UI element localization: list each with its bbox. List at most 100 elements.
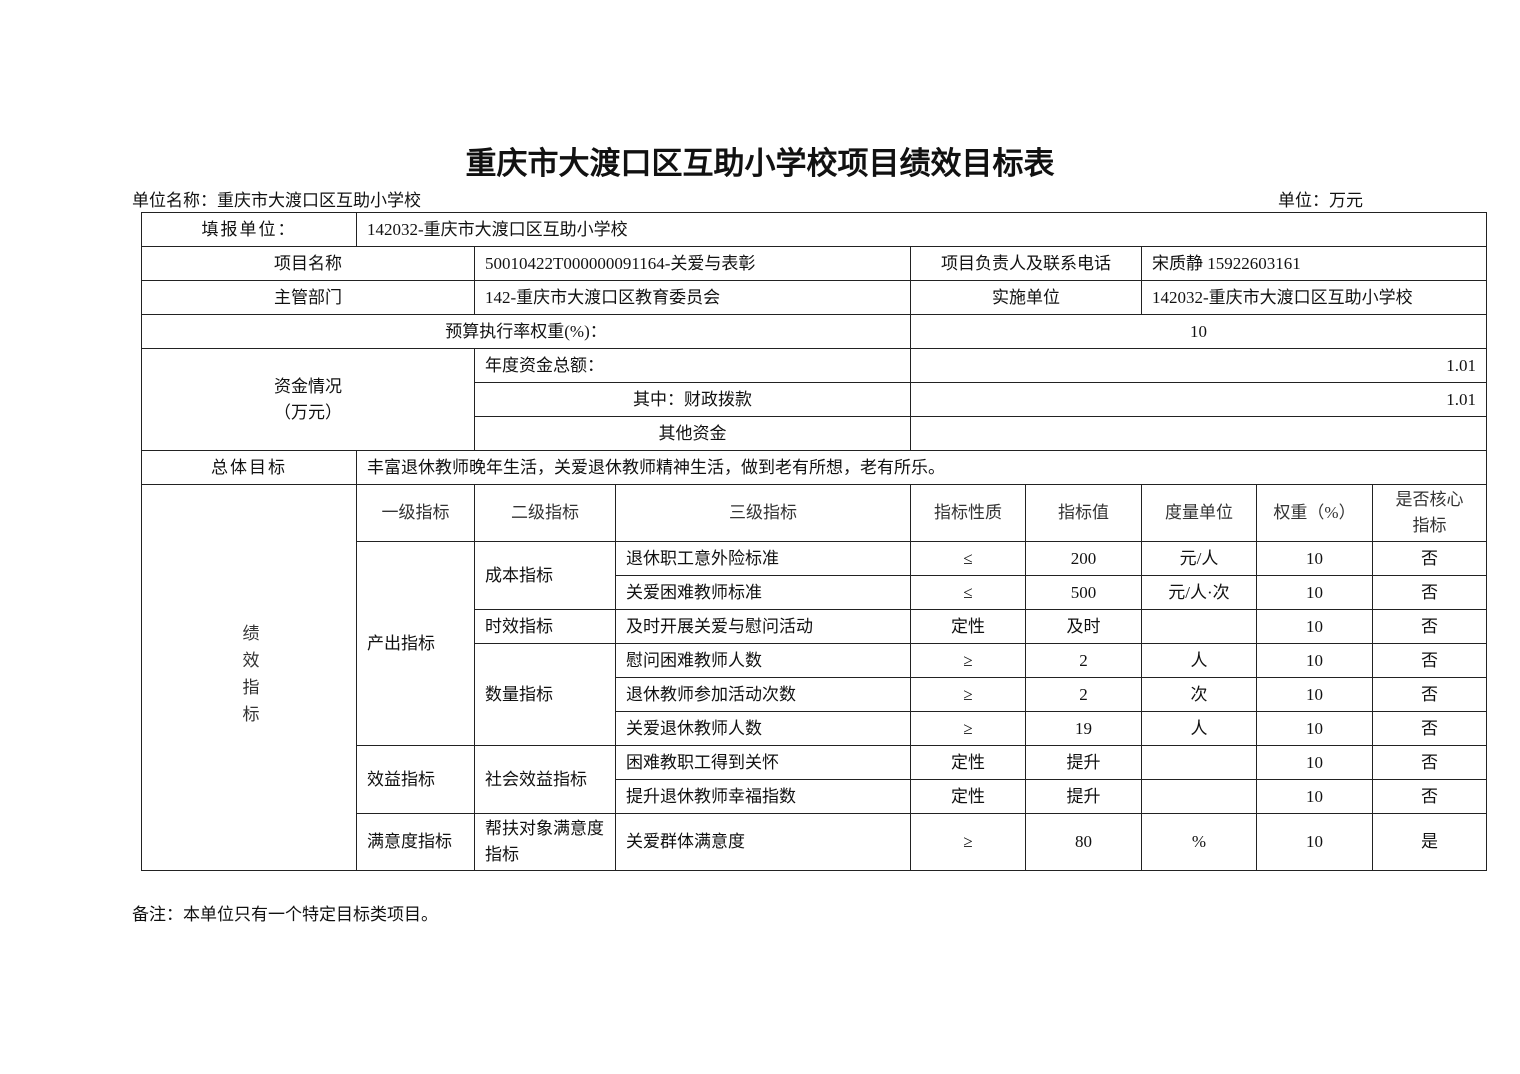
level1-cell: 效益指标	[356, 745, 475, 814]
core: 否	[1372, 677, 1487, 712]
indicator-name: 退休教师参加活动次数	[615, 677, 911, 712]
core: 否	[1372, 779, 1487, 814]
level1-cell: 产出指标	[356, 541, 475, 746]
header-cell: 度量单位	[1141, 484, 1257, 542]
nature: ≤	[910, 575, 1026, 610]
weight: 10	[1256, 643, 1373, 678]
unit-name: 单位名称：重庆市大渡口区互助小学校	[132, 191, 421, 210]
indicator-name: 关爱困难教师标准	[615, 575, 911, 610]
contact-label: 项目负责人及联系电话	[910, 246, 1142, 281]
weight: 10	[1256, 711, 1373, 746]
nature: 定性	[910, 779, 1026, 814]
level2-cell: 时效指标	[474, 609, 616, 644]
level2-cell: 社会效益指标	[474, 745, 616, 814]
value: 19	[1025, 711, 1142, 746]
impl-label: 实施单位	[910, 280, 1142, 315]
value: 200	[1025, 541, 1142, 576]
nature: ≤	[910, 541, 1026, 576]
contact: 宋质静 15922603161	[1141, 246, 1487, 281]
performance-table: 填报单位： 142032-重庆市大渡口区互助小学校 项目名称 50010422T…	[141, 212, 1487, 871]
value: 及时	[1025, 609, 1142, 644]
nature: ≥	[910, 643, 1026, 678]
value: 500	[1025, 575, 1142, 610]
indicator-name: 困难教职工得到关怀	[615, 745, 911, 780]
reporting-unit: 142032-重庆市大渡口区互助小学校	[356, 212, 1487, 247]
annual-total: 1.01	[910, 348, 1487, 383]
unit: 元/人	[1141, 541, 1257, 576]
goal-label: 总体目标	[141, 450, 357, 485]
value: 提升	[1025, 779, 1142, 814]
core: 是	[1372, 813, 1487, 871]
table-row: 退休教师参加活动次数 ≥2 次 10 否	[142, 677, 1487, 712]
other-label: 其他资金	[474, 416, 911, 451]
unit: 人	[1141, 643, 1257, 678]
table-row: 资金情况 （万元） 年度资金总额： 1.01	[141, 348, 1487, 451]
project-name: 50010422T000000091164-关爱与表彰	[474, 246, 911, 281]
core: 否	[1372, 541, 1487, 576]
table-row: 关爱困难教师标准 ≤500 元/人·次 10 否	[142, 575, 1487, 610]
reporting-unit-label: 填报单位：	[141, 212, 357, 247]
dept: 142-重庆市大渡口区教育委员会	[474, 280, 911, 315]
nature: ≥	[910, 813, 1026, 871]
core: 否	[1372, 609, 1487, 644]
level2-cell: 成本指标	[474, 541, 616, 610]
weight: 10	[1256, 609, 1373, 644]
value: 2	[1025, 677, 1142, 712]
nature: ≥	[910, 677, 1026, 712]
level2-cell: 帮扶对象满意度指标	[474, 813, 616, 871]
funds-unit: （万元）	[274, 402, 342, 422]
value: 2	[1025, 643, 1142, 678]
currency-unit: 单位：万元	[1278, 191, 1363, 210]
page-title: 重庆市大渡口区互助小学校项目绩效目标表	[465, 146, 1055, 182]
core: 否	[1372, 575, 1487, 610]
funds-label-text: 资金情况	[274, 376, 342, 396]
core: 否	[1372, 711, 1487, 746]
core: 否	[1372, 643, 1487, 678]
dept-label: 主管部门	[141, 280, 475, 315]
weight: 10	[1256, 779, 1373, 814]
nature: 定性	[910, 745, 1026, 780]
indicator-name: 关爱群体满意度	[615, 813, 911, 871]
indicator-name: 慰问困难教师人数	[615, 643, 911, 678]
unit: 元/人·次	[1141, 575, 1257, 610]
unit	[1141, 609, 1257, 644]
annual-total-label: 年度资金总额：	[474, 348, 911, 383]
weight: 10	[1256, 541, 1373, 576]
table-row: 其他资金	[142, 416, 1487, 451]
remark: 备注：本单位只有一个特定目标类项目。	[132, 905, 438, 924]
core: 否	[1372, 745, 1487, 780]
header-cell: 指标性质	[910, 484, 1026, 542]
impl: 142032-重庆市大渡口区互助小学校	[1141, 280, 1487, 315]
header-cell: 权重（%）	[1256, 484, 1373, 542]
weight: 10	[1256, 575, 1373, 610]
table-row: 总体目标 丰富退休教师晚年生活，关爱退休教师精神生活，做到老有所想，老有所乐。	[141, 450, 1487, 485]
table-row: 时效指标 及时开展关爱与慰问活动 定性 及时 10 否	[142, 609, 1487, 644]
table-row: 满意度指标 帮扶对象满意度指标 关爱群体满意度 ≥80% 10 是	[142, 813, 1487, 871]
nature: 定性	[910, 609, 1026, 644]
indicator-name: 及时开展关爱与慰问活动	[615, 609, 911, 644]
weight: 10	[1256, 677, 1373, 712]
nature: ≥	[910, 711, 1026, 746]
header-cell: 是否核心指标	[1372, 484, 1487, 542]
value: 提升	[1025, 745, 1142, 780]
indicator-name: 提升退休教师幸福指数	[615, 779, 911, 814]
value: 80	[1025, 813, 1142, 871]
other	[910, 416, 1487, 451]
unit: 人	[1141, 711, 1257, 746]
header-cell: 一级指标	[356, 484, 475, 542]
level1-cell: 满意度指标	[356, 813, 475, 871]
weight: 10	[1256, 745, 1373, 780]
unit: 次	[1141, 677, 1257, 712]
fiscal-label: 其中：财政拨款	[474, 382, 911, 417]
header-cell: 二级指标	[474, 484, 616, 542]
goal: 丰富退休教师晚年生活，关爱退休教师精神生活，做到老有所想，老有所乐。	[356, 450, 1487, 485]
header-row: 绩效指标 一级指标 二级指标 三级指标 指标性质 指标值 度量单位 权重（%） …	[141, 484, 1487, 871]
funds-label: 资金情况 （万元）	[141, 348, 475, 451]
unit	[1141, 745, 1257, 780]
level2-cell: 数量指标	[474, 643, 616, 746]
table-row: 其中：财政拨款 1.01	[142, 382, 1487, 417]
unit: %	[1141, 813, 1257, 871]
table-row: 主管部门 142-重庆市大渡口区教育委员会 实施单位 142032-重庆市大渡口…	[141, 280, 1487, 315]
table-row: 项目名称 50010422T000000091164-关爱与表彰 项目负责人及联…	[141, 246, 1487, 281]
table-row: 填报单位： 142032-重庆市大渡口区互助小学校	[141, 212, 1487, 247]
